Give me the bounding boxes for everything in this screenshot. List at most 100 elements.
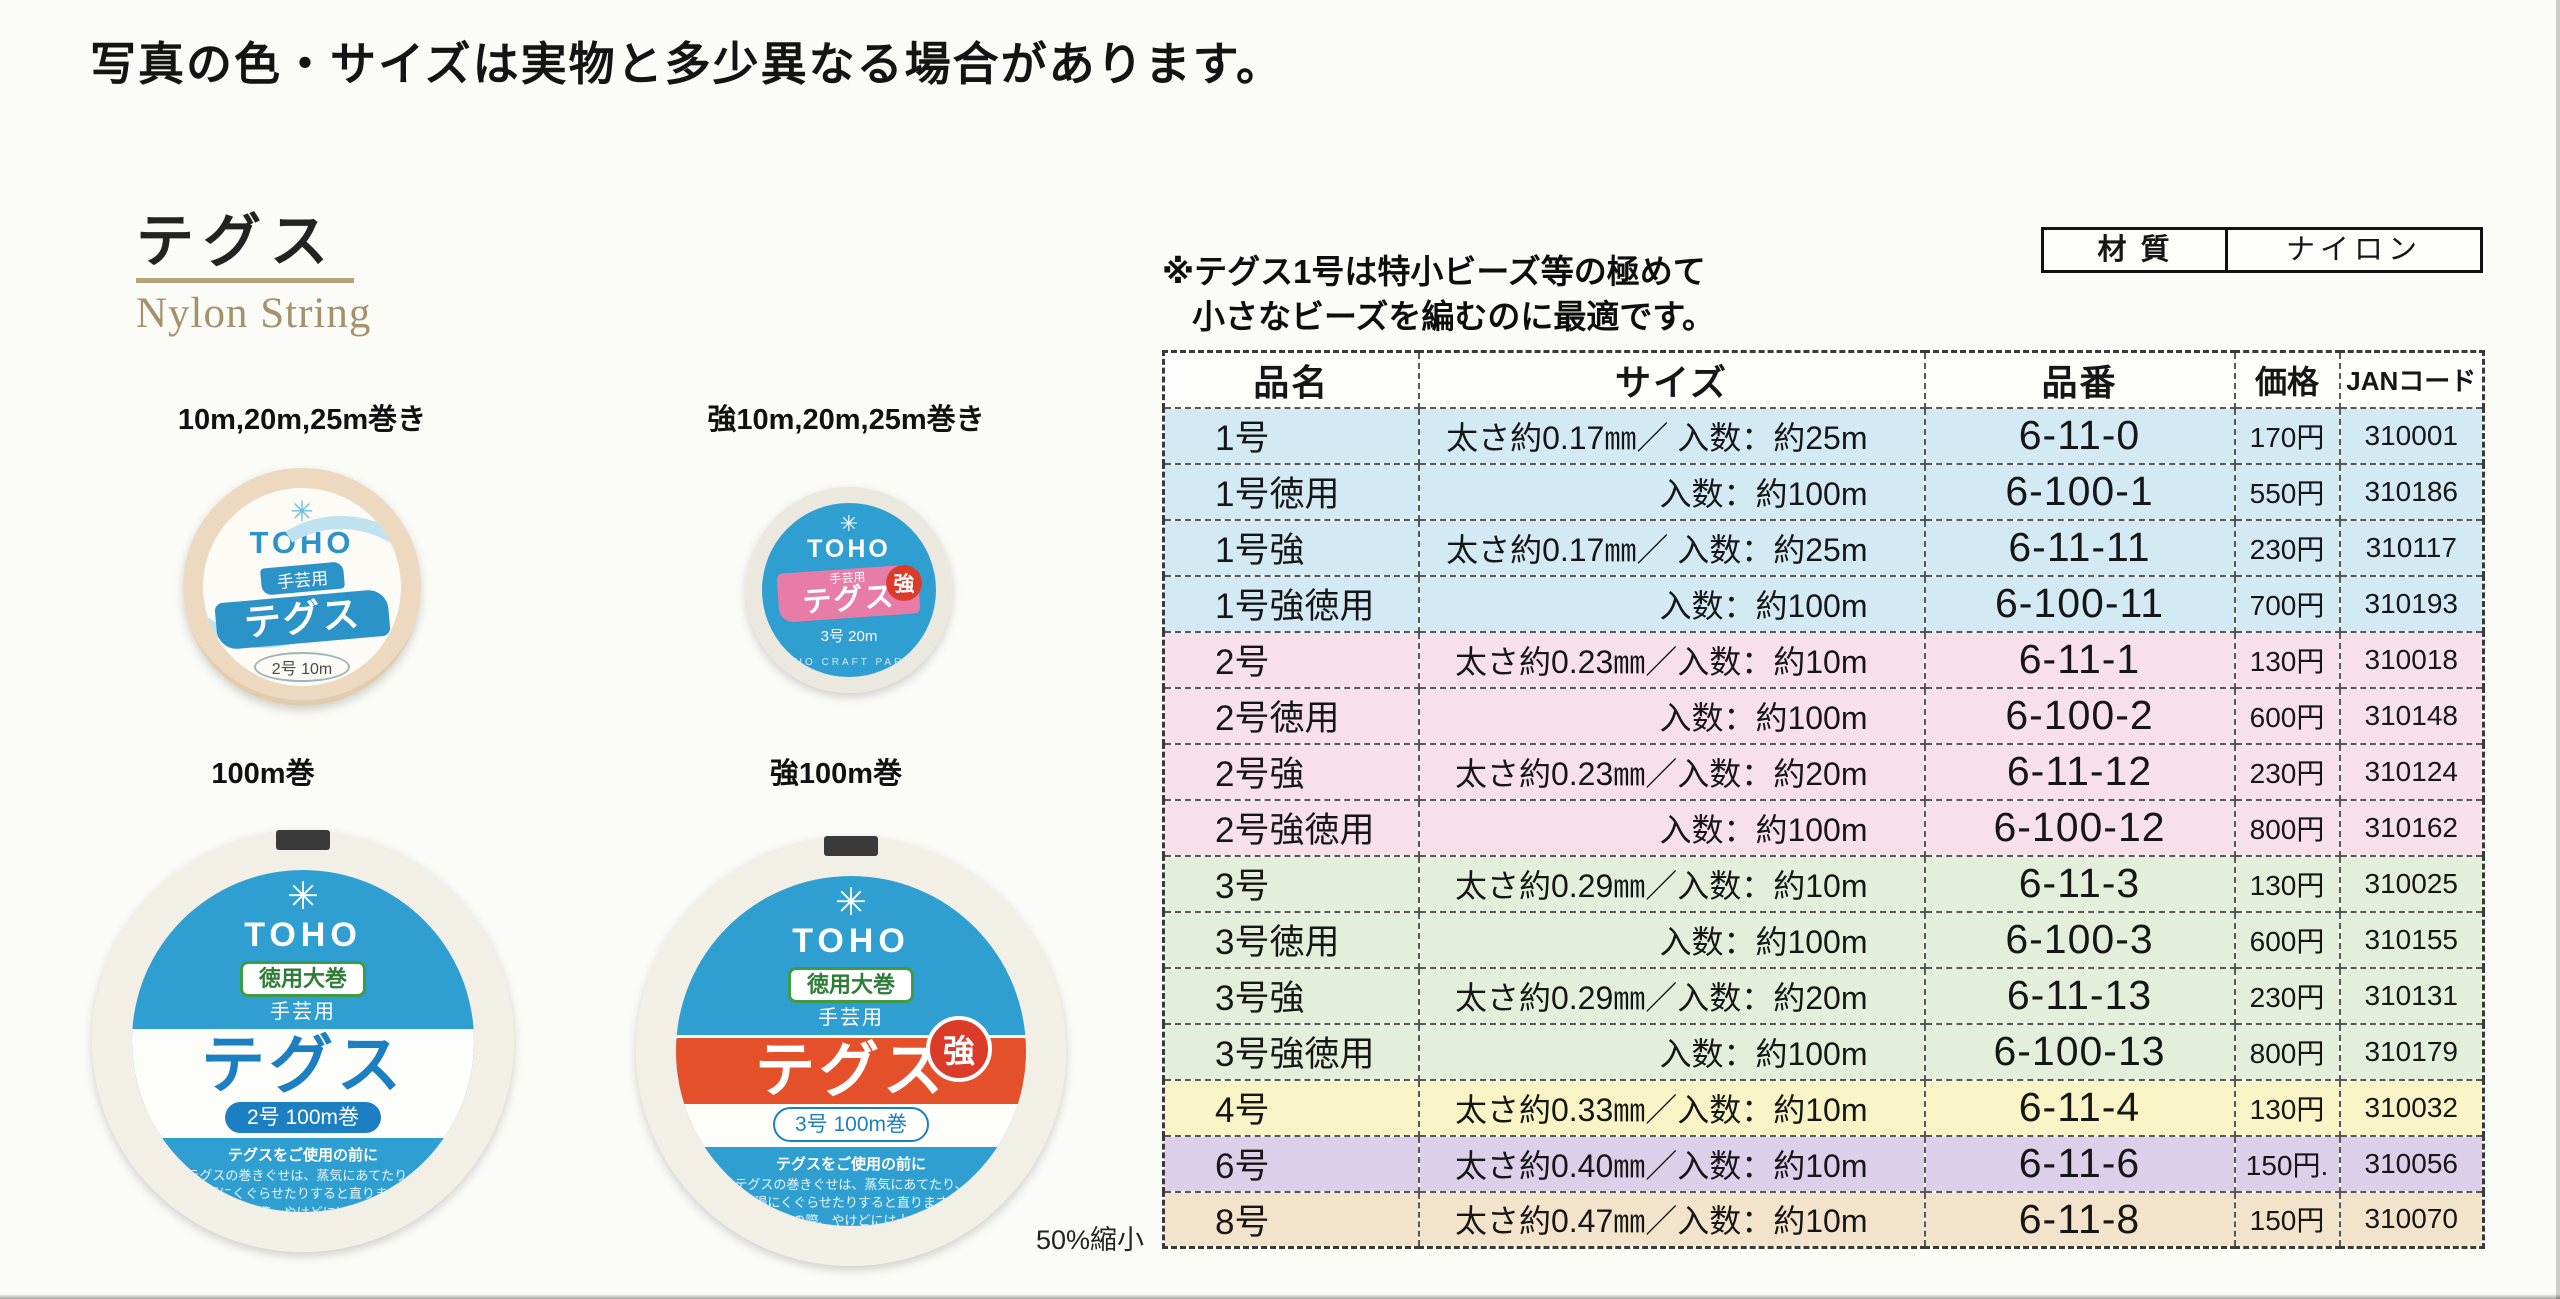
cell-code: 6-100-13	[1923, 1022, 2236, 1081]
spec-table: 品名 サイズ 品番 価格 JANコード 1号 太さ約0.17㎜／ 入数：約25m 6…	[1162, 350, 2485, 1249]
usage-badge: 手芸用	[818, 1006, 884, 1029]
spool-small-strong: ✳ TOHO 手芸用 テグス 強 3号 20m TOHO CRAFT PARTS	[746, 487, 952, 693]
cell-price: 170円	[2233, 406, 2341, 465]
table-row: 4号 太さ約0.33㎜／入数：約10m 6-11-4 130円 310032	[1162, 1078, 2485, 1137]
header-item-code: 品番	[1923, 350, 2236, 409]
cell-code: 6-11-0	[1923, 406, 2236, 465]
caption-large-strong: 強100m巻	[769, 758, 903, 790]
cell-name: 2号強徳用	[1162, 798, 1420, 857]
cell-size: 太さ約0.29㎜／入数：約10m	[1417, 854, 1926, 913]
cell-jan: 310032	[2338, 1078, 2485, 1137]
cell-jan: 310070	[2338, 1190, 2485, 1249]
spool-label: ✳ TOHO 手芸用 テグス 2号 10m	[203, 488, 401, 686]
label-footer-text: TOHO CRAFT PARTS	[775, 657, 923, 668]
cell-jan: 310025	[2338, 854, 2485, 913]
cell-code: 6-11-11	[1923, 518, 2236, 577]
cell-name: 3号強	[1162, 966, 1420, 1025]
header-size: サイズ	[1417, 350, 1926, 409]
strong-badge: 強	[926, 1016, 992, 1082]
cell-jan: 310117	[2338, 518, 2485, 577]
fineprint-title: テグスをご使用の前に	[227, 1147, 378, 1165]
table-row: 6号 太さ約0.40㎜／入数：約10m 6-11-6 150円. 310056	[1162, 1134, 2485, 1193]
cell-jan: 310001	[2338, 406, 2485, 465]
cell-price: 800円	[2233, 1022, 2341, 1081]
cell-jan: 310155	[2338, 910, 2485, 969]
fineprint-block: テグスをご使用の前に テグスの巻きぐせは、蒸気にあてたり、 熱湯にくぐらせたりす…	[718, 1153, 984, 1226]
disclaimer-text: 写真の色・サイズは実物と多少異なる場合があります。	[90, 38, 1285, 90]
product-name: テグス	[201, 1028, 405, 1101]
spool-label: ✳ TOHO 徳用大巻 手芸用 テグス 3号 100m巻 強 テグスをご使用の前…	[676, 876, 1026, 1226]
cell-price: 130円	[2233, 630, 2341, 689]
cell-size: 太さ約0.40㎜／入数：約10m	[1417, 1134, 1926, 1193]
cell-jan: 310193	[2338, 574, 2485, 633]
fineprint-line: テグスの巻きぐせは、蒸気にあてたり、	[734, 1177, 968, 1193]
cell-size: 太さ約0.33㎜／入数：約10m	[1417, 1078, 1926, 1137]
cell-jan: 310131	[2338, 966, 2485, 1025]
thread-tape	[824, 836, 878, 856]
table-row: 2号強 太さ約0.23㎜／入数：約20m 6-11-12 230円 310124	[1162, 742, 2485, 801]
cell-price: 800円	[2233, 798, 2341, 857]
cell-price: 600円	[2233, 910, 2341, 969]
table-row: 3号強徳用 入数：約100m 6-100-13 800円 310179	[1162, 1022, 2485, 1081]
cell-jan: 310186	[2338, 462, 2485, 521]
cell-name: 1号強徳用	[1162, 574, 1420, 633]
fineprint-line: その際、やけどには十分	[779, 1213, 923, 1226]
cell-name: 6号	[1162, 1134, 1420, 1193]
cell-price: 230円	[2233, 966, 2341, 1025]
material-label: 材質	[2044, 230, 2228, 270]
cell-name: 1号	[1162, 406, 1420, 465]
cell-size: 入数：約100m	[1417, 1022, 1926, 1081]
spool-small-plain: ✳ TOHO 手芸用 テグス 2号 10m	[183, 468, 421, 706]
value-pack-badge: 徳用大巻	[239, 961, 366, 997]
fineprint-title: テグスをご使用の前に	[775, 1156, 926, 1174]
table-row: 3号強 太さ約0.29㎜／入数：約20m 6-11-13 230円 310131	[1162, 966, 2485, 1025]
cell-code: 6-11-1	[1923, 630, 2236, 689]
value-pack-badge: 徳用大巻	[787, 967, 914, 1003]
cell-price: 700円	[2233, 574, 2341, 633]
cell-code: 6-11-6	[1923, 1134, 2236, 1193]
cell-name: 2号	[1162, 630, 1420, 689]
cell-price: 150円	[2233, 1190, 2341, 1249]
usage-note: ※テグス1号は特小ビーズ等の極めて 小さなビーズを編むのに最適です。	[1162, 250, 1715, 339]
cell-name: 8号	[1162, 1190, 1420, 1249]
cell-size: 太さ約0.23㎜／入数：約20m	[1417, 742, 1926, 801]
caption-large-plain: 100m巻	[211, 758, 315, 790]
table-row: 8号 太さ約0.47㎜／入数：約10m 6-11-8 150円 310070	[1162, 1190, 2485, 1249]
product-name: テグス	[801, 580, 897, 620]
fineprint-line: その際、やけどには十分	[173, 1204, 433, 1212]
cell-jan: 310056	[2338, 1134, 2485, 1193]
spec-text: 3号 20m	[820, 627, 878, 645]
cell-name: 3号	[1162, 854, 1420, 913]
caption-small-plain: 10m,20m,25m巻き	[177, 404, 427, 436]
cell-size: 入数：約100m	[1417, 910, 1926, 969]
cell-price: 230円	[2233, 518, 2341, 577]
table-row: 1号強 太さ約0.17㎜／ 入数：約25m 6-11-11 230円 310117	[1162, 518, 2485, 577]
fineprint-line: 熱湯にくぐらせたりすると直ります。	[741, 1195, 961, 1211]
cell-size: 入数：約100m	[1417, 798, 1926, 857]
page-subtitle: Nylon String	[136, 289, 372, 337]
strong-badge: 強	[886, 565, 922, 601]
cell-size: 太さ約0.29㎜／入数：約20m	[1417, 966, 1926, 1025]
cell-name: 2号強	[1162, 742, 1420, 801]
usage-badge: 手芸用	[270, 1000, 336, 1023]
material-value: ナイロン	[2285, 234, 2422, 266]
table-row: 1号強徳用 入数：約100m 6-100-11 700円 310193	[1162, 574, 2485, 633]
cell-name: 4号	[1162, 1078, 1420, 1137]
cell-code: 6-11-8	[1923, 1190, 2236, 1249]
toho-flower-icon: ✳	[290, 496, 314, 527]
title-block: テグス Nylon String	[136, 210, 371, 338]
brand-name: TOHO	[244, 916, 362, 954]
cell-name: 3号徳用	[1162, 910, 1420, 969]
cell-jan: 310018	[2338, 630, 2485, 689]
header-jan-code: JANコード	[2338, 350, 2485, 409]
usage-note-line1: ※テグス1号は特小ビーズ等の極めて	[1162, 253, 1706, 290]
cell-price: 150円.	[2233, 1134, 2341, 1193]
spec-text: 2号 10m	[253, 651, 351, 682]
cell-code: 6-100-11	[1923, 574, 2236, 633]
cell-code: 6-100-3	[1923, 910, 2236, 969]
product-name-band: テグス 2号 100m巻	[132, 1028, 474, 1139]
cell-code: 6-11-13	[1923, 966, 2236, 1025]
cell-jan: 310162	[2338, 798, 2485, 857]
spool-large-plain: ✳ TOHO 徳用大巻 手芸用 テグス 2号 100m巻 テグスをご使用の前に …	[92, 830, 514, 1252]
